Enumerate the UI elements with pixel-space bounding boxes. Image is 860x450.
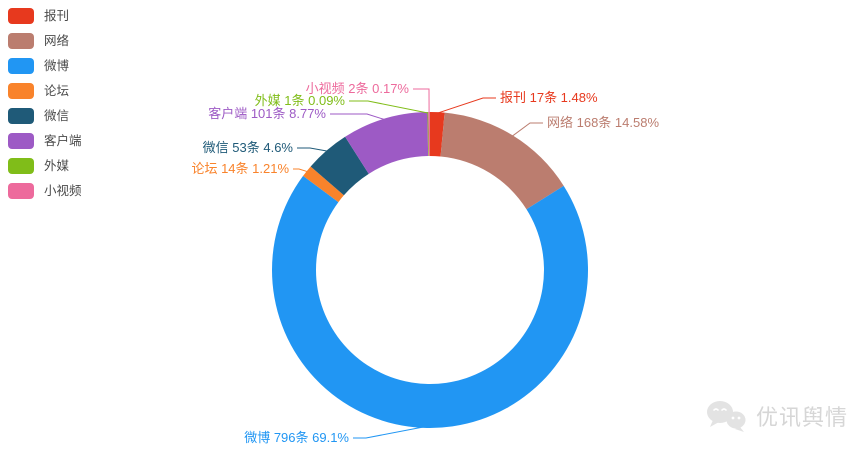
- legend-item-论坛[interactable]: 论坛: [8, 83, 82, 99]
- legend-swatch: [8, 58, 34, 74]
- pie-slice-小视频[interactable]: [428, 112, 430, 157]
- label-line-客户端: [330, 113, 385, 121]
- legend-label: 报刊: [44, 9, 70, 23]
- legend-item-微信[interactable]: 微信: [8, 108, 82, 124]
- label-line-微信: [297, 147, 328, 152]
- pie-slice-报刊[interactable]: [430, 112, 445, 157]
- legend-swatch: [8, 8, 34, 24]
- pie-label-微信: 微信 53条 4.6%: [202, 140, 293, 155]
- pie-label-客户端: 客户端 101条 8.77%: [208, 106, 326, 121]
- pie-slice-网络[interactable]: [440, 112, 564, 210]
- pie-slice-微博[interactable]: [272, 175, 589, 428]
- pie-label-网络: 网络 168条 14.58%: [547, 115, 660, 130]
- legend-swatch: [8, 83, 34, 99]
- legend-item-外媒[interactable]: 外媒: [8, 158, 82, 174]
- pie-slice-外媒[interactable]: [427, 112, 429, 157]
- legend-label: 小视频: [44, 184, 82, 198]
- pie-label-外媒: 外媒 1条 0.09%: [254, 93, 345, 108]
- legend-swatch: [8, 183, 34, 199]
- label-line-报刊: [437, 97, 496, 114]
- pie-slice-微信[interactable]: [310, 136, 369, 196]
- legend-item-小视频[interactable]: 小视频: [8, 183, 82, 199]
- legend-swatch: [8, 133, 34, 149]
- label-line-微博: [353, 426, 425, 439]
- label-line-论坛: [293, 168, 308, 173]
- legend-swatch: [8, 108, 34, 124]
- legend-label: 论坛: [44, 84, 70, 98]
- legend-swatch: [8, 33, 34, 49]
- legend-item-网络[interactable]: 网络: [8, 33, 82, 49]
- legend-item-报刊[interactable]: 报刊: [8, 8, 82, 24]
- legend-item-微博[interactable]: 微博: [8, 58, 82, 74]
- legend-label: 微信: [44, 109, 70, 123]
- chat-bubbles-icon: [706, 401, 746, 432]
- pie-label-论坛: 论坛 14条 1.21%: [191, 161, 289, 176]
- label-line-外媒: [349, 100, 428, 114]
- legend-item-客户端[interactable]: 客户端: [8, 133, 82, 149]
- legend-label: 外媒: [44, 159, 70, 173]
- pie-label-微博: 微博 796条 69.1%: [244, 430, 349, 445]
- legend-label: 客户端: [44, 134, 82, 148]
- legend-label: 微博: [44, 59, 70, 73]
- watermark: 优讯舆情: [704, 398, 848, 434]
- watermark-text: 优讯舆情: [755, 405, 848, 430]
- pie-slice-客户端[interactable]: [345, 112, 429, 174]
- label-line-小视频: [413, 88, 430, 114]
- chart-legend: 报刊网络微博论坛微信客户端外媒小视频: [8, 8, 82, 208]
- label-line-网络: [511, 122, 543, 137]
- pie-label-报刊: 报刊 17条 1.48%: [500, 90, 598, 105]
- legend-swatch: [8, 158, 34, 174]
- legend-label: 网络: [44, 34, 70, 48]
- pie-label-小视频: 小视频 2条 0.17%: [305, 81, 409, 96]
- pie-slice-论坛[interactable]: [303, 166, 344, 203]
